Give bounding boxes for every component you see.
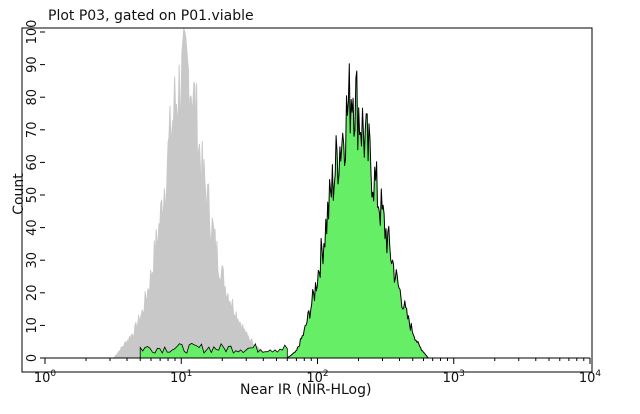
plot-title: Plot P03, gated on P01.viable	[48, 8, 254, 24]
gray-histogram	[113, 28, 271, 359]
y-tick-label: 50	[25, 187, 40, 204]
y-tick-label: 30	[25, 252, 40, 269]
x-tick-label: 100	[34, 369, 57, 386]
plot-frame	[21, 27, 593, 373]
x-tick-label: 101	[170, 369, 192, 386]
x-tick-label: 102	[306, 369, 328, 386]
y-tick-label: 60	[25, 154, 40, 171]
y-tick-label: 90	[25, 56, 40, 73]
y-tick-label: 0	[25, 354, 40, 362]
y-tick-label: 40	[25, 219, 40, 236]
y-tick-label: 100	[25, 20, 40, 45]
x-tick-label: 104	[579, 369, 602, 386]
y-tick-label: 10	[25, 317, 40, 334]
green-histogram-low-tail	[139, 342, 288, 359]
y-tick-label: 20	[25, 285, 40, 302]
y-axis-label: Count	[10, 173, 27, 215]
x-axis-label: Near IR (NIR-HLog)	[240, 382, 372, 398]
green-histogram	[286, 63, 429, 359]
y-tick-label: 70	[25, 122, 40, 139]
x-tick-label: 103	[443, 369, 465, 386]
y-tick-label: 80	[25, 89, 40, 106]
